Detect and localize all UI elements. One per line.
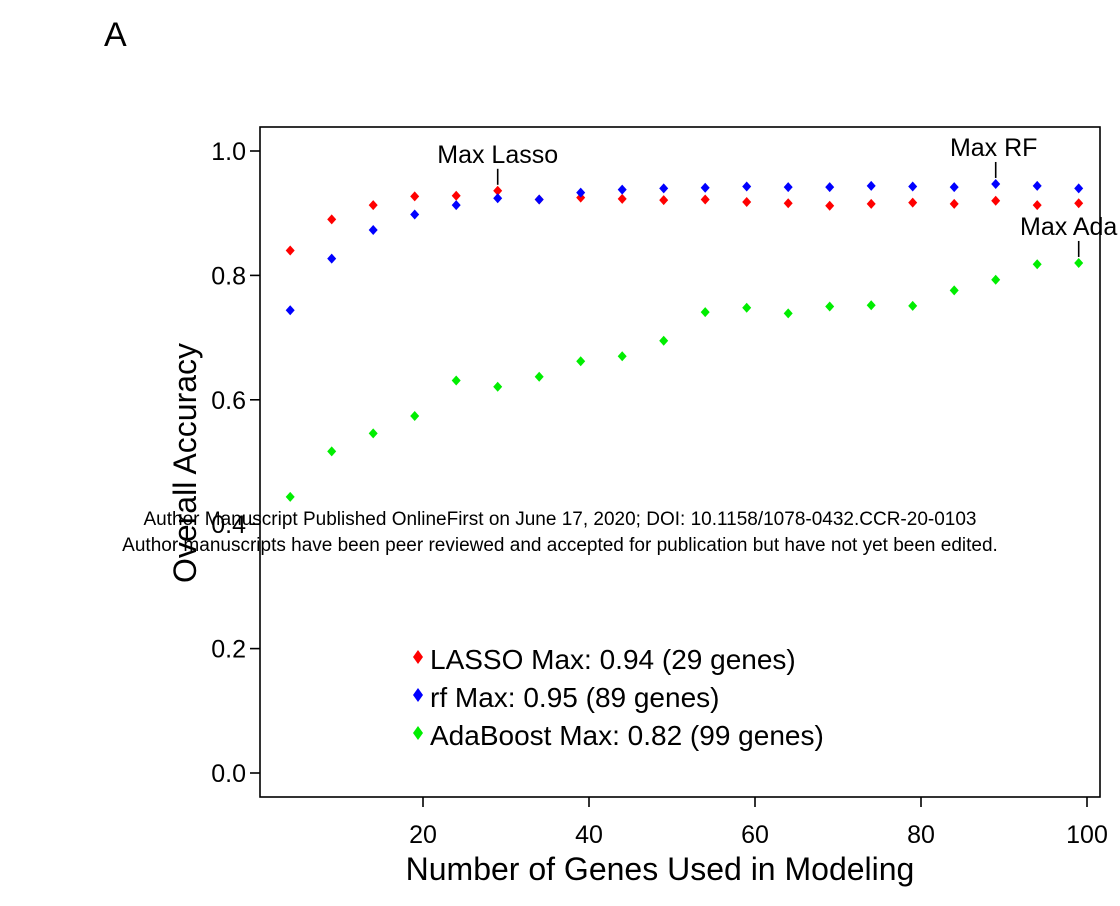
data-point xyxy=(1032,180,1042,191)
data-point xyxy=(534,194,544,205)
data-point xyxy=(1074,257,1084,268)
x-tick-label: 20 xyxy=(409,821,437,849)
data-point xyxy=(285,305,295,316)
data-point xyxy=(410,410,420,421)
data-point xyxy=(742,302,752,313)
series-2 xyxy=(285,257,1084,502)
y-tick-label: 0.2 xyxy=(211,636,246,664)
y-tick-label: 0.4 xyxy=(211,511,246,539)
x-axis-title: Number of Genes Used in Modeling xyxy=(406,851,915,887)
data-point xyxy=(1032,259,1042,270)
x-tick-label: 100 xyxy=(1066,821,1108,849)
data-point xyxy=(410,191,420,202)
annotation-label: Max Ada xyxy=(1020,213,1117,241)
legend: LASSO Max: 0.94 (29 genes) rf Max: 0.95 (… xyxy=(413,644,824,751)
data-point xyxy=(451,375,461,386)
data-point xyxy=(742,181,752,192)
y-tick-label: 0.6 xyxy=(211,387,246,415)
data-point xyxy=(825,182,835,193)
data-point xyxy=(576,356,586,367)
data-point xyxy=(327,214,337,225)
data-point xyxy=(1074,183,1084,194)
data-point xyxy=(659,335,669,346)
data-point xyxy=(949,182,959,193)
data-point xyxy=(742,197,752,208)
watermark-line-1: Author Manuscript Published OnlineFirst … xyxy=(143,509,977,530)
data-point xyxy=(534,371,544,382)
data-point xyxy=(949,285,959,296)
data-points xyxy=(285,178,1084,502)
data-point xyxy=(659,195,669,206)
series-0 xyxy=(285,185,1084,256)
data-point xyxy=(617,184,627,195)
data-point xyxy=(991,195,1001,206)
x-tick-label: 60 xyxy=(741,821,769,849)
data-point xyxy=(617,351,627,362)
data-point xyxy=(825,301,835,312)
legend-entry: AdaBoost Max: 0.82 (99 genes) xyxy=(430,720,824,751)
data-point xyxy=(493,381,503,392)
data-point xyxy=(368,428,378,439)
data-point xyxy=(451,200,461,211)
data-point xyxy=(783,182,793,193)
y-axis-title: Overall Accuracy xyxy=(167,343,203,583)
data-point xyxy=(327,253,337,264)
data-point xyxy=(825,200,835,211)
data-point xyxy=(783,198,793,209)
data-point xyxy=(368,224,378,235)
data-point xyxy=(493,193,503,204)
data-point xyxy=(949,198,959,209)
data-point xyxy=(700,194,710,205)
data-point xyxy=(1032,200,1042,211)
data-point xyxy=(866,180,876,191)
annotation-label: Max Lasso xyxy=(437,141,558,169)
data-point xyxy=(991,178,1001,189)
data-point xyxy=(285,491,295,502)
data-point xyxy=(908,181,918,192)
x-axis: 20 40 60 80 100 xyxy=(409,797,1108,849)
panel-label: A xyxy=(104,16,127,54)
data-point xyxy=(659,183,669,194)
data-point xyxy=(451,190,461,201)
data-point xyxy=(617,193,627,204)
annotation-label: Max RF xyxy=(950,134,1038,162)
data-point xyxy=(991,274,1001,285)
data-point xyxy=(866,300,876,311)
y-tick-label: 0.8 xyxy=(211,262,246,290)
data-point xyxy=(866,198,876,209)
data-point xyxy=(285,245,295,256)
data-point xyxy=(410,209,420,220)
x-tick-label: 80 xyxy=(907,821,935,849)
legend-entry: rf Max: 0.95 (89 genes) xyxy=(430,682,719,713)
y-tick-label: 0.0 xyxy=(211,760,246,788)
y-tick-label: 1.0 xyxy=(211,138,246,166)
data-point xyxy=(1074,198,1084,209)
legend-entry: LASSO Max: 0.94 (29 genes) xyxy=(430,644,796,675)
series-1 xyxy=(285,178,1084,316)
data-point xyxy=(327,446,337,457)
plot-frame xyxy=(259,126,1101,798)
legend-marker xyxy=(413,688,423,702)
watermark-line-2: Author manuscripts have been peer review… xyxy=(122,535,998,556)
x-tick-label: 40 xyxy=(575,821,603,849)
data-point xyxy=(576,187,586,198)
data-point xyxy=(368,200,378,211)
y-axis: 0.0 0.2 0.4 0.6 0.8 1.0 xyxy=(211,138,260,788)
data-point xyxy=(908,300,918,311)
legend-marker xyxy=(413,650,423,664)
data-point xyxy=(493,185,503,196)
data-point xyxy=(908,197,918,208)
max-annotations: Max Lasso Max RF Max Ada xyxy=(437,134,1117,257)
data-point xyxy=(783,308,793,319)
data-point xyxy=(700,307,710,318)
data-point xyxy=(700,182,710,193)
legend-marker xyxy=(413,726,423,740)
